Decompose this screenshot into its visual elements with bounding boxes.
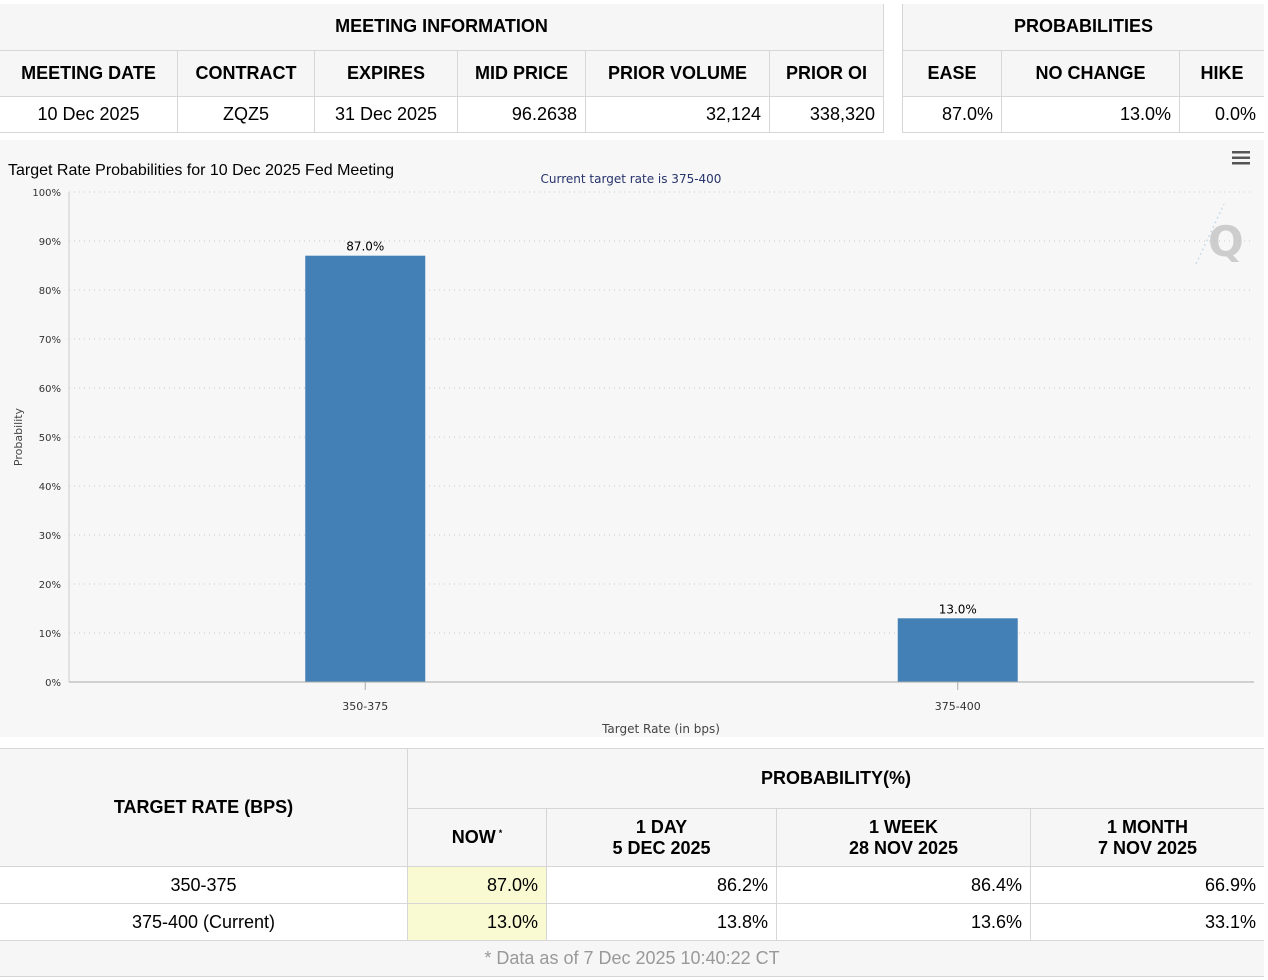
period-1-week-label: 1 WEEK (868, 816, 938, 837)
chart-container: Target Rate Probabilities for 10 Dec 202… (0, 140, 1264, 737)
expires-value: 31 Dec 2025 (314, 95, 458, 133)
y-tick-label: 30% (39, 531, 61, 542)
col-prior-volume: PRIOR VOLUME (585, 49, 770, 97)
col-ease: EASE (902, 49, 1002, 97)
col-hike: HIKE (1179, 49, 1264, 97)
value-cell-1-day: 86.2% (546, 866, 777, 904)
chart-title: Target Rate Probabilities for 10 Dec 202… (8, 162, 394, 179)
data-timestamp-footnote: * Data as of 7 Dec 2025 10:40:22 CT (0, 940, 1264, 977)
hike-value: 0.0% (1179, 95, 1264, 133)
ease-value: 87.0% (902, 95, 1002, 133)
x-axis-title: Target Rate (in bps) (601, 722, 720, 736)
mid-price-value: 96.2638 (457, 95, 586, 133)
period-now-mark: * (498, 828, 503, 838)
period-1-month-date: 7 NOV 2025 (1097, 837, 1198, 858)
col-mid-price: MID PRICE (457, 49, 586, 97)
grid-layer (69, 191, 1254, 634)
hamburger-menu-icon[interactable] (1232, 151, 1250, 165)
meeting-date-value: 10 Dec 2025 (0, 95, 178, 133)
value-cell-1-day: 13.8% (546, 903, 777, 941)
value-cell-1-month: 66.9% (1030, 866, 1264, 904)
prior-oi-value: 338,320 (769, 95, 884, 133)
bar[interactable] (305, 255, 426, 682)
value-cell-1-week: 86.4% (776, 866, 1031, 904)
col-prior-oi: PRIOR OI (769, 49, 884, 97)
value-cell-now: 13.0% (407, 903, 547, 941)
x-tick-label: 375-400 (935, 700, 981, 713)
y-tick-label: 10% (39, 629, 61, 640)
value-cell-now: 87.0% (407, 866, 547, 904)
col-no-change: NO CHANGE (1001, 49, 1180, 97)
y-tick-label: 100% (32, 188, 61, 199)
bar-data-label: 87.0% (346, 240, 384, 254)
probability-header: PROBABILITY(%) (407, 748, 1264, 809)
contract-value: ZQZ5 (177, 95, 315, 133)
y-tick-label: 50% (39, 433, 61, 444)
target-rate-header: TARGET RATE (BPS) (0, 748, 408, 867)
meeting-info-title: MEETING INFORMATION (0, 4, 884, 51)
table-row: 350-375 87.0% 86.2% 86.4% 66.9% (0, 866, 1264, 904)
x-tick-label: 350-375 (342, 700, 388, 713)
rate-cell: 375-400 (Current) (0, 903, 408, 941)
period-now-label: NOW (451, 827, 496, 847)
col-meeting-date: MEETING DATE (0, 49, 178, 97)
period-1-day-date: 5 DEC 2025 (612, 837, 711, 858)
history-table: TARGET RATE (BPS) PROBABILITY(%) NOW * 1 … (0, 748, 1264, 977)
y-tick-label: 70% (39, 335, 61, 346)
y-tick-label: 20% (39, 580, 61, 591)
probabilities-title: PROBABILITIES (902, 4, 1264, 51)
col-expires: EXPIRES (314, 49, 458, 97)
y-tick-label: 0% (45, 678, 61, 689)
chart-subtitle: Current target rate is 375-400 (541, 172, 722, 186)
no-change-value: 13.0% (1001, 95, 1180, 133)
svg-text:Q: Q (1208, 217, 1244, 266)
q-logo-icon: Q (1195, 203, 1244, 266)
bar-data-label: 13.0% (939, 602, 977, 616)
y-tick-layer: 0% 10% 20% 30% 40% 50% 60% 70% 80% 90% 100% (32, 188, 61, 689)
prior-volume-value: 32,124 (585, 95, 770, 133)
probabilities-table: PROBABILITIES EASE NO CHANGE HIKE 87.0% … (902, 4, 1264, 133)
value-cell-1-week: 13.6% (776, 903, 1031, 941)
y-tick-label: 90% (39, 237, 61, 248)
y-tick-label: 40% (39, 482, 61, 493)
bar-layer: 87.0% 350-375 13.0% 375-400 (305, 240, 1018, 713)
period-1-month: 1 MONTH 7 NOV 2025 (1030, 808, 1264, 867)
period-1-month-label: 1 MONTH (1107, 816, 1188, 837)
value-cell-1-month: 33.1% (1030, 903, 1264, 941)
table-row: 375-400 (Current) 13.0% 13.8% 13.6% 33.1… (0, 903, 1264, 941)
probability-chart: Target Rate Probabilities for 10 Dec 202… (8, 151, 1254, 736)
y-tick-label: 80% (39, 286, 61, 297)
meeting-info-table: MEETING INFORMATION MEETING DATE CONTRAC… (0, 4, 884, 133)
period-1-day: 1 DAY 5 DEC 2025 (546, 808, 777, 867)
period-1-week-date: 28 NOV 2025 (848, 837, 959, 858)
period-1-day-label: 1 DAY (635, 816, 688, 837)
bar[interactable] (897, 618, 1018, 682)
period-1-week: 1 WEEK 28 NOV 2025 (776, 808, 1031, 867)
y-axis-title: Probability (12, 407, 25, 466)
y-tick-label: 60% (39, 384, 61, 395)
col-contract: CONTRACT (177, 49, 315, 97)
rate-cell: 350-375 (0, 866, 408, 904)
period-now: NOW * (407, 808, 547, 867)
